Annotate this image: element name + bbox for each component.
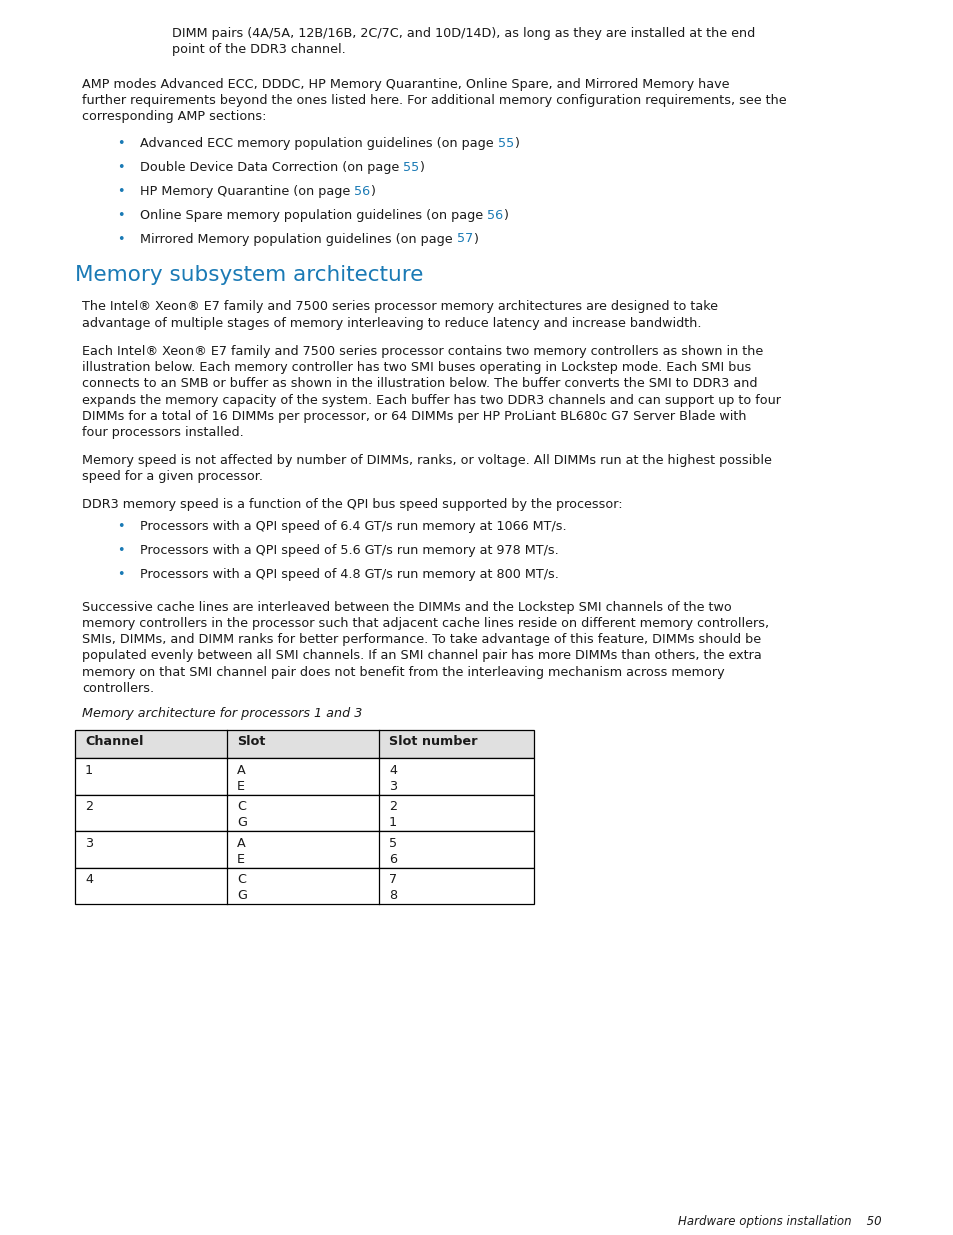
Text: A: A	[236, 763, 246, 777]
Text: ): )	[514, 137, 518, 151]
Text: expands the memory capacity of the system. Each buffer has two DDR3 channels and: expands the memory capacity of the syste…	[82, 394, 781, 406]
Text: 55: 55	[403, 161, 419, 174]
Text: E: E	[236, 781, 245, 793]
Text: HP Memory Quarantine (on page: HP Memory Quarantine (on page	[140, 185, 354, 198]
Bar	[75, 794, 534, 831]
Text: Hardware options installation    50: Hardware options installation 50	[678, 1215, 882, 1228]
Text: 1: 1	[85, 763, 93, 777]
Text: The Intel® Xeon® E7 family and 7500 series processor memory architectures are de: The Intel® Xeon® E7 family and 7500 seri…	[82, 300, 718, 314]
Text: Advanced ECC memory population guidelines (on page: Advanced ECC memory population guideline…	[140, 137, 497, 151]
Text: E: E	[236, 853, 245, 866]
Text: G: G	[236, 816, 247, 830]
Text: Slot: Slot	[236, 735, 265, 748]
Text: •: •	[117, 568, 125, 580]
Bar	[75, 868, 534, 904]
Text: Memory architecture for processors 1 and 3: Memory architecture for processors 1 and…	[82, 708, 362, 720]
Text: 2: 2	[389, 800, 396, 813]
Text: 7: 7	[389, 873, 396, 887]
Text: Memory subsystem architecture: Memory subsystem architecture	[75, 266, 423, 285]
Text: •: •	[117, 232, 125, 246]
Text: memory on that SMI channel pair does not benefit from the interleaving mechanism: memory on that SMI channel pair does not…	[82, 666, 724, 679]
Text: ): )	[503, 209, 508, 222]
Text: •: •	[117, 137, 125, 151]
Text: populated evenly between all SMI channels. If an SMI channel pair has more DIMMs: populated evenly between all SMI channel…	[82, 650, 760, 662]
Text: corresponding AMP sections:: corresponding AMP sections:	[82, 110, 266, 124]
Text: Each Intel® Xeon® E7 family and 7500 series processor contains two memory contro: Each Intel® Xeon® E7 family and 7500 ser…	[82, 345, 762, 358]
Text: 3: 3	[85, 836, 93, 850]
Text: Slot number: Slot number	[389, 735, 477, 748]
Text: advantage of multiple stages of memory interleaving to reduce latency and increa: advantage of multiple stages of memory i…	[82, 316, 700, 330]
Text: DIMM pairs (4A/5A, 12B/16B, 2C/7C, and 10D/14D), as long as they are installed a: DIMM pairs (4A/5A, 12B/16B, 2C/7C, and 1…	[172, 27, 755, 40]
Text: C: C	[236, 873, 246, 887]
Bar	[75, 831, 534, 868]
Text: Processors with a QPI speed of 5.6 GT/s run memory at 978 MT/s.: Processors with a QPI speed of 5.6 GT/s …	[140, 543, 558, 557]
Text: ): )	[370, 185, 375, 198]
Text: ): )	[473, 232, 477, 246]
Text: 4: 4	[85, 873, 92, 887]
Text: memory controllers in the processor such that adjacent cache lines reside on dif: memory controllers in the processor such…	[82, 616, 768, 630]
Text: Successive cache lines are interleaved between the DIMMs and the Lockstep SMI ch: Successive cache lines are interleaved b…	[82, 600, 731, 614]
Text: DDR3 memory speed is a function of the QPI bus speed supported by the processor:: DDR3 memory speed is a function of the Q…	[82, 499, 622, 511]
Text: speed for a given processor.: speed for a given processor.	[82, 471, 263, 483]
Text: illustration below. Each memory controller has two SMI buses operating in Lockst: illustration below. Each memory controll…	[82, 361, 750, 374]
Text: 1: 1	[389, 816, 396, 830]
Text: A: A	[236, 836, 246, 850]
Text: four processors installed.: four processors installed.	[82, 426, 244, 440]
Bar	[75, 730, 534, 758]
Text: AMP modes Advanced ECC, DDDC, HP Memory Quarantine, Online Spare, and Mirrored M: AMP modes Advanced ECC, DDDC, HP Memory …	[82, 78, 729, 90]
Text: 6: 6	[389, 853, 396, 866]
Text: G: G	[236, 889, 247, 903]
Text: Double Device Data Correction (on page: Double Device Data Correction (on page	[140, 161, 403, 174]
Text: Online Spare memory population guidelines (on page: Online Spare memory population guideline…	[140, 209, 487, 222]
Text: controllers.: controllers.	[82, 682, 154, 695]
Text: Channel: Channel	[85, 735, 143, 748]
Text: Memory speed is not affected by number of DIMMs, ranks, or voltage. All DIMMs ru: Memory speed is not affected by number o…	[82, 454, 771, 467]
Text: •: •	[117, 209, 125, 222]
Text: •: •	[117, 185, 125, 198]
Text: DIMMs for a total of 16 DIMMs per processor, or 64 DIMMs per HP ProLiant BL680c : DIMMs for a total of 16 DIMMs per proces…	[82, 410, 745, 422]
Text: 4: 4	[389, 763, 396, 777]
Text: •: •	[117, 543, 125, 557]
Text: 57: 57	[456, 232, 473, 246]
Text: Mirrored Memory population guidelines (on page: Mirrored Memory population guidelines (o…	[140, 232, 456, 246]
Text: •: •	[117, 161, 125, 174]
Text: connects to an SMB or buffer as shown in the illustration below. The buffer conv: connects to an SMB or buffer as shown in…	[82, 377, 757, 390]
Text: 2: 2	[85, 800, 92, 813]
Text: Processors with a QPI speed of 4.8 GT/s run memory at 800 MT/s.: Processors with a QPI speed of 4.8 GT/s …	[140, 568, 558, 580]
Text: 5: 5	[389, 836, 396, 850]
Text: 8: 8	[389, 889, 396, 903]
Text: further requirements beyond the ones listed here. For additional memory configur: further requirements beyond the ones lis…	[82, 94, 786, 107]
Text: ): )	[419, 161, 424, 174]
Text: 56: 56	[487, 209, 503, 222]
Bar	[75, 758, 534, 794]
Text: Processors with a QPI speed of 6.4 GT/s run memory at 1066 MT/s.: Processors with a QPI speed of 6.4 GT/s …	[140, 520, 566, 534]
Text: •: •	[117, 520, 125, 534]
Text: point of the DDR3 channel.: point of the DDR3 channel.	[172, 43, 345, 57]
Text: C: C	[236, 800, 246, 813]
Text: 55: 55	[497, 137, 514, 151]
Text: 56: 56	[354, 185, 370, 198]
Text: SMIs, DIMMs, and DIMM ranks for better performance. To take advantage of this fe: SMIs, DIMMs, and DIMM ranks for better p…	[82, 634, 760, 646]
Text: 3: 3	[389, 781, 396, 793]
